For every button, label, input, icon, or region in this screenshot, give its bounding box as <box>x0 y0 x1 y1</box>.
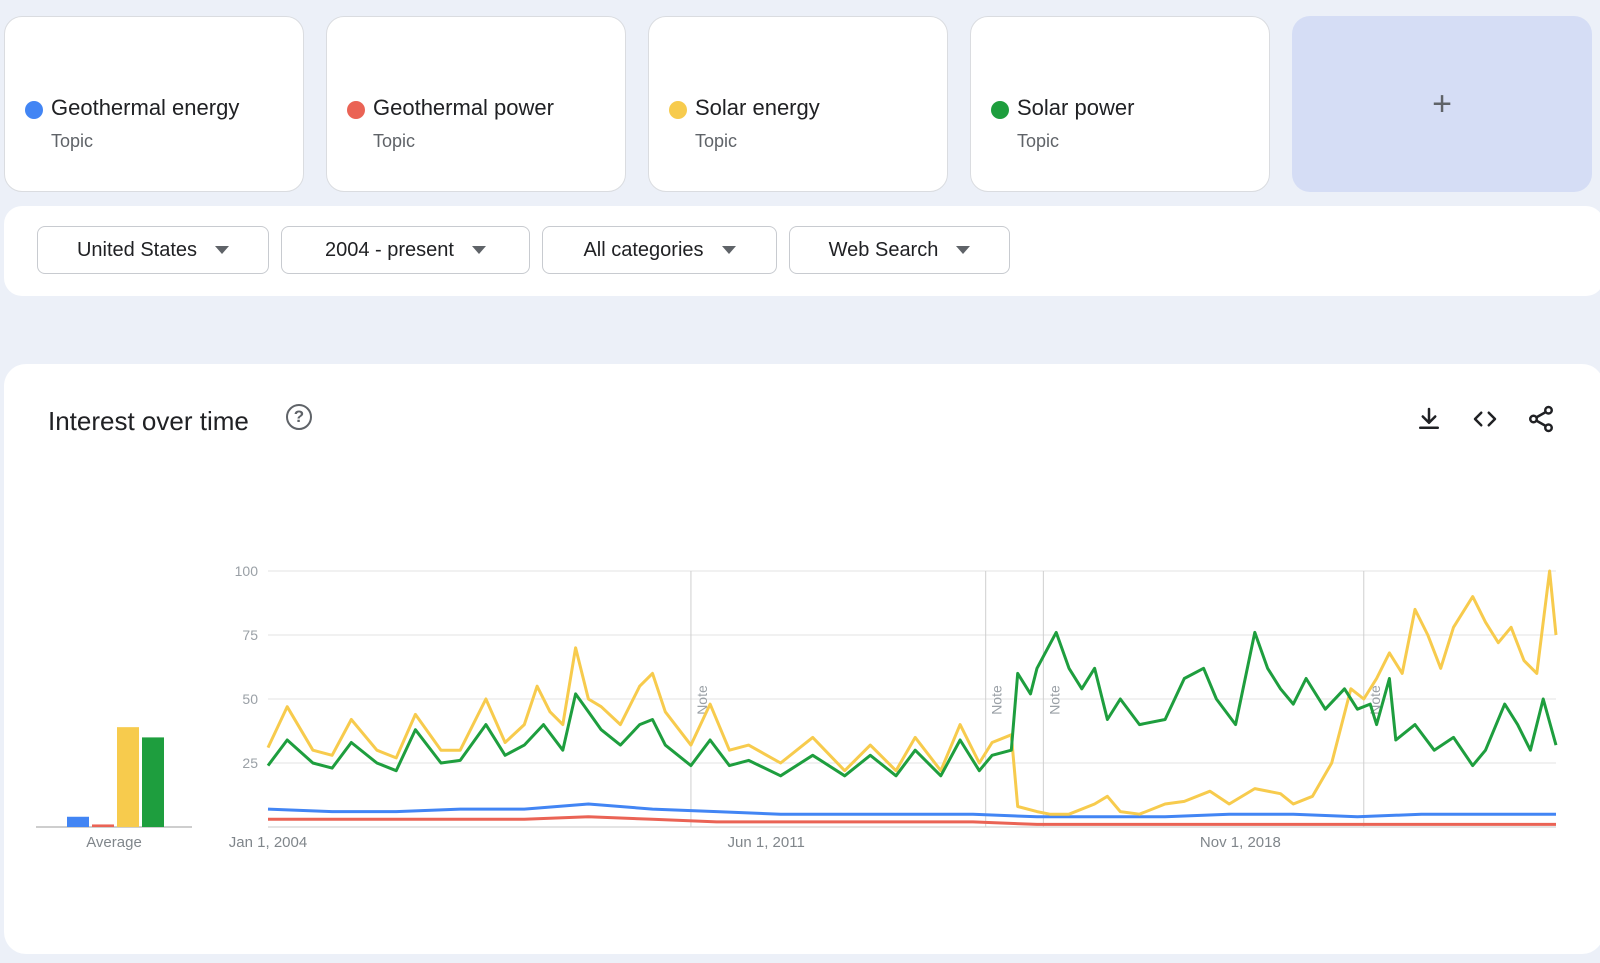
add-comparison-button[interactable]: + <box>1292 16 1592 192</box>
average-bar <box>142 737 164 827</box>
series-color-dot <box>347 101 365 119</box>
embed-icon[interactable] <box>1470 404 1500 434</box>
series-color-dot <box>25 101 43 119</box>
series-color-dot <box>669 101 687 119</box>
note-label: Note <box>1046 685 1062 715</box>
series-line <box>268 815 1556 826</box>
topic-card-solar-power[interactable]: Solar power Topic <box>970 16 1270 192</box>
x-tick-label: Nov 1, 2018 <box>1200 834 1281 851</box>
filter-bar: United States 2004 - present All categor… <box>4 206 1600 296</box>
y-tick-label: 50 <box>242 691 258 707</box>
average-bar <box>92 824 114 827</box>
time-range-filter[interactable]: 2004 - present <box>281 226 530 274</box>
caret-down-icon <box>471 246 486 254</box>
topic-card-geothermal-power[interactable]: Geothermal power Topic <box>326 16 626 192</box>
caret-down-icon <box>956 246 971 254</box>
topic-type: Topic <box>1017 131 1060 151</box>
average-bar <box>67 816 89 827</box>
average-label: Average <box>86 834 142 851</box>
y-tick-label: 25 <box>242 755 258 771</box>
note-label: Note <box>694 685 710 715</box>
panel-title: Interest over time <box>48 406 249 436</box>
plus-icon: + <box>1432 85 1452 123</box>
topic-name: Solar power <box>1017 95 1135 120</box>
topic-name: Geothermal energy <box>51 95 240 120</box>
help-icon[interactable]: ? <box>286 404 312 430</box>
caret-down-icon <box>215 246 230 254</box>
search-type-filter[interactable]: Web Search <box>789 226 1010 274</box>
topic-type: Topic <box>373 131 416 151</box>
y-tick-label: 100 <box>235 563 259 579</box>
average-bar <box>117 727 139 827</box>
x-tick-label: Jan 1, 2004 <box>229 834 307 851</box>
region-filter-label: United States <box>76 238 198 261</box>
topic-name: Geothermal power <box>373 95 554 120</box>
series-color-dot <box>991 101 1009 119</box>
share-icon[interactable] <box>1526 404 1556 434</box>
series-line <box>267 802 1556 819</box>
series-line <box>266 569 1558 816</box>
y-tick-label: 75 <box>242 627 258 643</box>
category-filter-label: All categories <box>583 238 704 261</box>
interest-over-time-panel: Interest over time ? <box>4 364 1600 954</box>
topic-type: Topic <box>51 131 94 151</box>
topic-card-geothermal-energy[interactable]: Geothermal energy Topic <box>4 16 304 192</box>
topic-card-solar-energy[interactable]: Solar energy Topic <box>648 16 948 192</box>
note-label: Note <box>989 685 1005 715</box>
x-tick-label: Jun 1, 2011 <box>728 834 805 851</box>
region-filter[interactable]: United States <box>37 226 269 274</box>
topic-name: Solar energy <box>695 95 820 120</box>
category-filter[interactable]: All categories <box>542 226 777 274</box>
topic-type: Topic <box>695 131 738 151</box>
search-type-filter-label: Web Search <box>828 238 939 261</box>
time-range-filter-label: 2004 - present <box>325 238 454 261</box>
caret-down-icon <box>721 246 736 254</box>
download-icon[interactable] <box>1414 404 1444 434</box>
series-line <box>266 630 1558 778</box>
